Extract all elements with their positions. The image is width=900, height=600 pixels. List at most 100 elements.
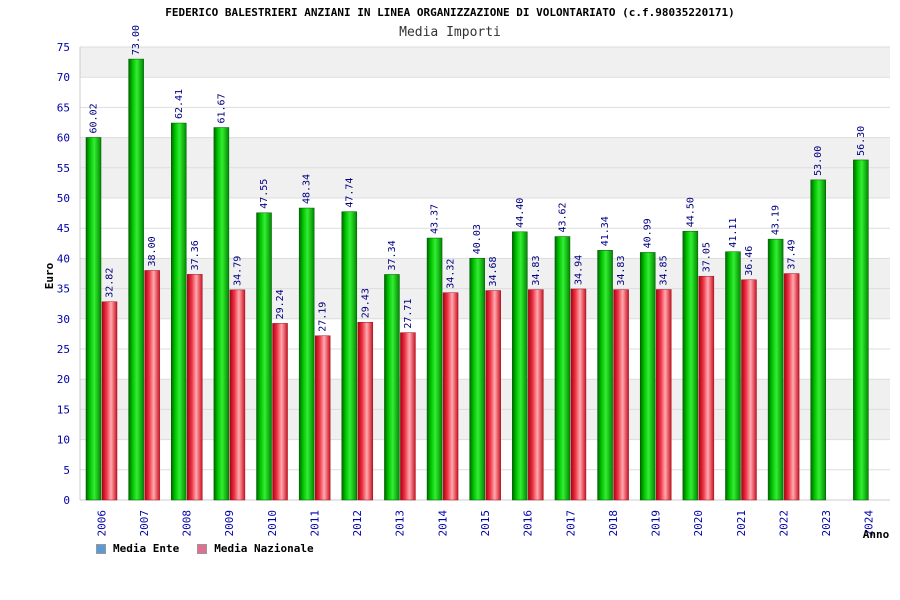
data-label: 34.32	[446, 259, 457, 289]
y-axis-label: Euro	[43, 262, 56, 289]
y-tick-label: 45	[57, 222, 70, 235]
data-label: 61.67	[216, 93, 227, 123]
bar-media-nazionale	[528, 289, 544, 501]
data-label: 34.83	[531, 256, 542, 286]
x-tick-label: 2018	[607, 510, 620, 537]
bar-media-ente	[810, 179, 826, 501]
bar-media-ente	[597, 250, 613, 501]
y-tick-label: 30	[57, 313, 70, 326]
bar-media-nazionale	[741, 279, 757, 501]
bar-media-ente	[85, 137, 102, 501]
chart-title: FEDERICO BALESTRIERI ANZIANI IN LINEA OR…	[165, 6, 735, 19]
data-label: 47.55	[259, 179, 270, 209]
y-tick-label: 35	[57, 283, 70, 296]
x-axis-label: Anno	[863, 528, 890, 541]
data-label: 41.34	[600, 216, 611, 246]
bar-media-nazionale	[570, 288, 587, 501]
bar-media-nazionale	[357, 321, 374, 501]
bar-media-nazionale	[272, 323, 288, 501]
legend-swatch-media-ente	[96, 543, 106, 554]
data-label: 37.49	[787, 239, 798, 269]
x-tick-label: 2024	[863, 510, 876, 537]
data-label: 48.34	[302, 174, 313, 204]
data-label: 37.34	[387, 240, 398, 270]
data-label: 29.43	[360, 288, 371, 318]
data-label: 27.19	[318, 302, 329, 332]
bar-media-nazionale	[229, 289, 246, 501]
bar-media-ente	[853, 159, 869, 501]
x-tick-label: 2008	[181, 510, 194, 537]
data-label: 32.82	[105, 268, 116, 298]
y-tick-label: 55	[57, 162, 70, 175]
x-tick-label: 2013	[394, 510, 407, 537]
data-label: 34.68	[488, 256, 499, 286]
data-label: 44.40	[515, 198, 526, 228]
data-label: 37.05	[701, 242, 712, 272]
data-label: 34.94	[573, 255, 584, 285]
bar-media-ente	[213, 127, 230, 501]
chart-subtitle: Media Importi	[399, 25, 501, 40]
grid-band	[80, 167, 890, 198]
y-tick-label: 70	[57, 71, 70, 84]
legend-swatch-media-nazionale	[197, 543, 208, 554]
bar-media-ente	[512, 231, 528, 501]
data-label: 62.41	[174, 89, 185, 119]
bar-media-nazionale	[655, 289, 672, 501]
y-tick-label: 20	[57, 373, 70, 386]
x-tick-label: 2022	[777, 510, 790, 537]
bar-media-nazionale	[613, 289, 629, 501]
y-tick-label: 25	[57, 343, 70, 356]
x-tick-label: 2023	[820, 510, 833, 537]
y-tick-label: 15	[57, 403, 70, 416]
legend-label-media-ente: Media Ente	[113, 542, 180, 555]
bar-media-ente	[469, 257, 485, 501]
y-tick-label: 40	[57, 252, 70, 265]
data-label: 38.00	[147, 236, 158, 266]
grid-band	[80, 107, 890, 138]
bar-media-ente	[171, 122, 187, 501]
grid-band	[80, 137, 890, 168]
y-tick-label: 0	[63, 494, 70, 507]
bar-media-nazionale	[314, 335, 331, 501]
bar-media-nazionale	[144, 270, 160, 501]
data-label: 40.99	[643, 218, 654, 248]
data-label: 27.71	[403, 299, 414, 329]
x-tick-label: 2015	[479, 510, 492, 537]
bar-media-ente	[767, 238, 784, 501]
x-tick-label: 2006	[95, 510, 108, 537]
x-tick-label: 2011	[308, 510, 321, 537]
bar-media-ente	[639, 252, 656, 501]
data-label: 44.50	[685, 197, 696, 227]
chart-legend: Media Ente Media Nazionale	[96, 542, 314, 555]
x-tick-label: 2016	[522, 510, 535, 537]
grid-band	[80, 198, 890, 229]
y-tick-label: 60	[57, 132, 70, 145]
bar-media-nazionale	[442, 292, 459, 501]
x-tick-label: 2020	[692, 510, 705, 537]
x-tick-label: 2012	[351, 510, 364, 537]
bar-media-ente	[341, 211, 358, 501]
x-tick-label: 2019	[650, 510, 663, 537]
legend-item-media-nazionale: Media Nazionale	[197, 542, 314, 555]
data-label: 34.83	[616, 256, 627, 286]
x-tick-label: 2007	[138, 510, 151, 537]
y-tick-label: 10	[57, 434, 70, 447]
legend-item-media-ente: Media Ente	[96, 542, 179, 555]
bar-media-nazionale	[101, 301, 118, 501]
y-tick-label: 75	[57, 41, 70, 54]
data-label: 34.85	[659, 255, 670, 285]
bar-media-ente	[682, 230, 699, 501]
y-tick-label: 65	[57, 101, 70, 114]
bar-media-nazionale	[187, 274, 203, 501]
x-tick-label: 2010	[266, 510, 279, 537]
x-tick-label: 2009	[223, 510, 236, 537]
data-label: 29.24	[275, 289, 286, 319]
bar-media-ente	[426, 237, 443, 501]
bar-media-ente	[256, 212, 272, 501]
data-label: 34.79	[232, 256, 243, 286]
y-tick-label: 5	[63, 464, 70, 477]
bar-media-nazionale	[783, 273, 800, 501]
bar-media-ente	[128, 58, 144, 501]
